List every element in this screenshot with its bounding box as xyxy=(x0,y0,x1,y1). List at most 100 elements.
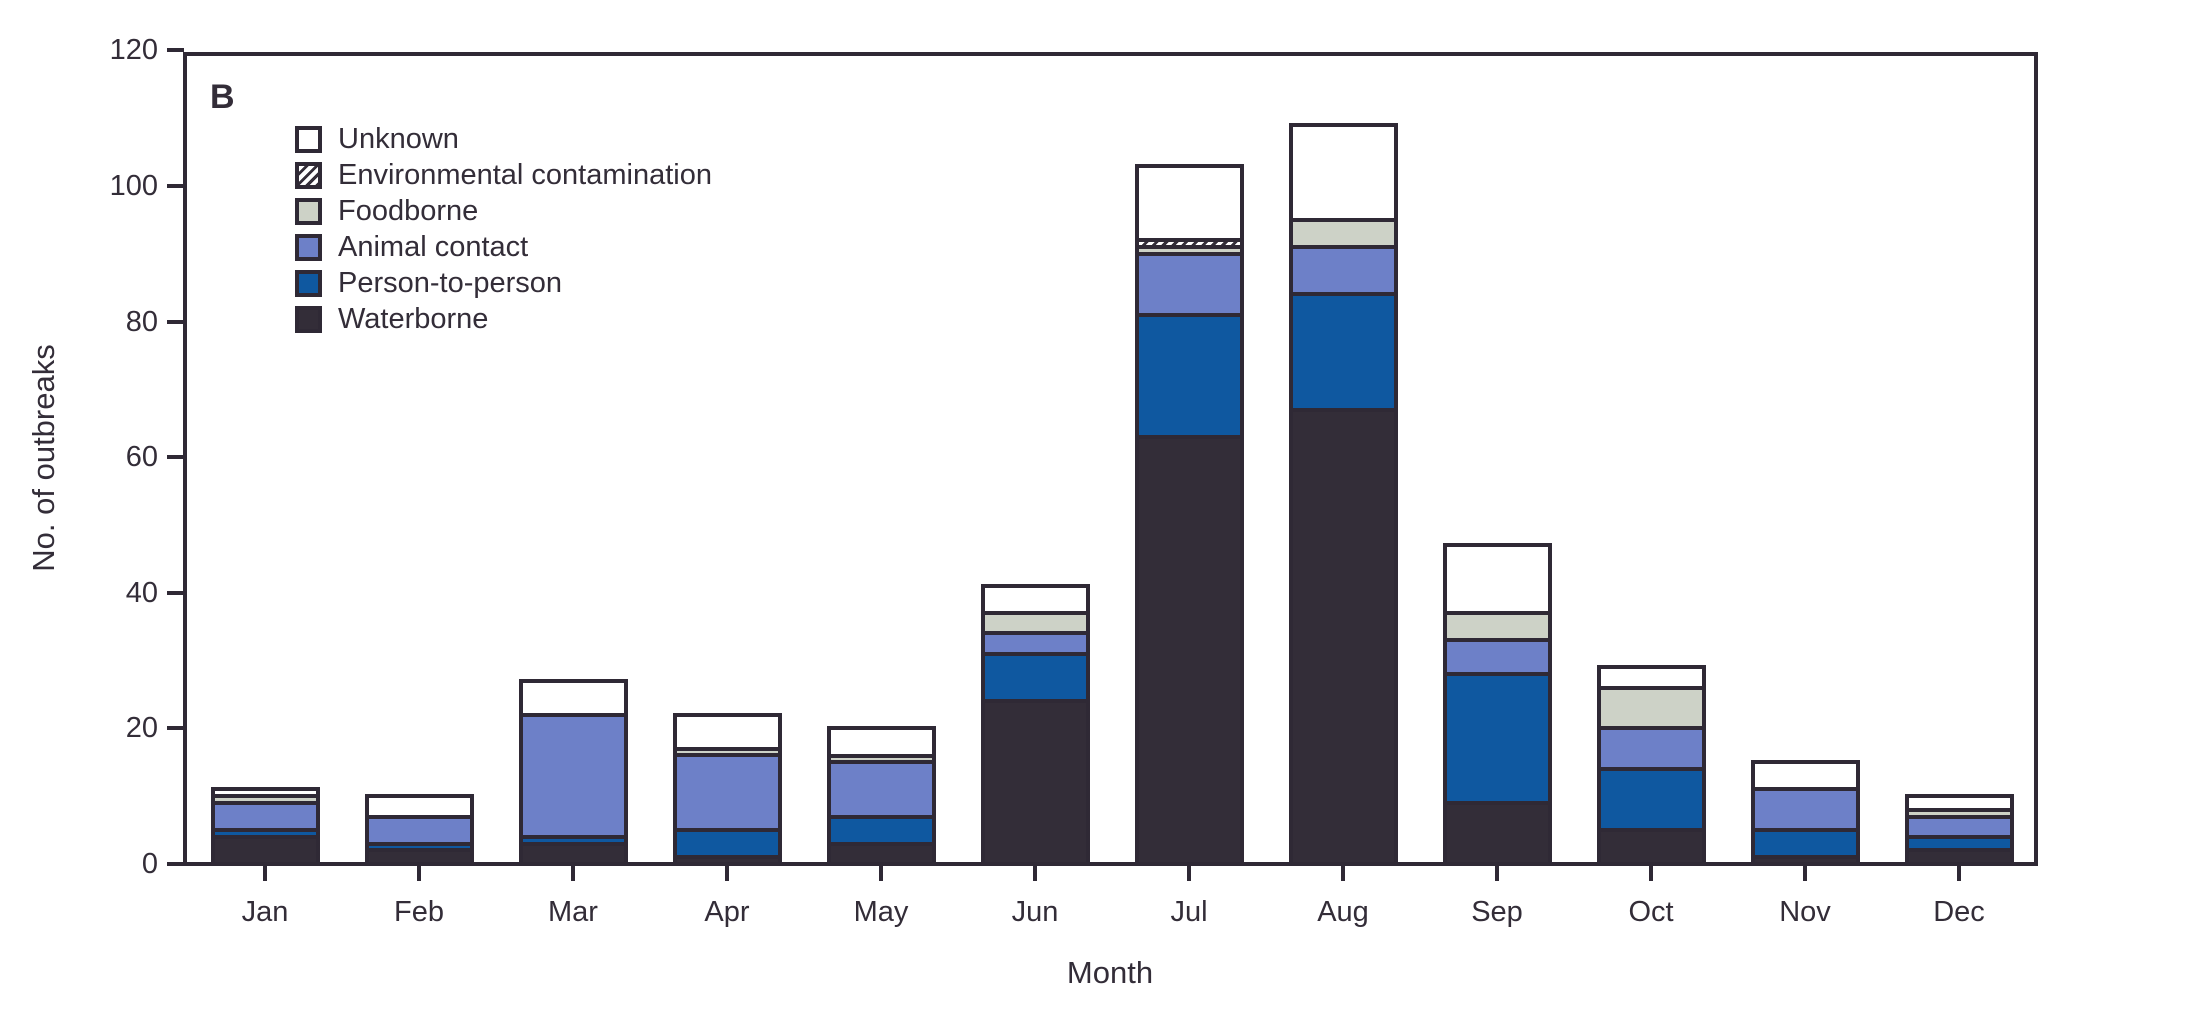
month-label-feb: Feb xyxy=(394,896,444,928)
bar-apr-seg-foodborne xyxy=(674,748,780,756)
bar-sep-seg-animal-contact xyxy=(1444,640,1550,675)
legend-swatch-person-to-person xyxy=(295,270,322,297)
y-tick-20 xyxy=(167,726,184,731)
bar-aug-seg-waterborne xyxy=(1290,409,1396,864)
bar-nov-seg-animal-contact xyxy=(1752,789,1858,831)
legend-label-person-to-person: Person-to-person xyxy=(338,267,563,299)
bar-sep-seg-waterborne xyxy=(1444,802,1550,864)
x-tick-jun xyxy=(1033,866,1037,881)
bar-jul-seg-unknown xyxy=(1136,165,1242,241)
month-label-jul: Jul xyxy=(1170,896,1208,928)
y-tick-100 xyxy=(167,184,184,188)
bar-jul-seg-environmental-contamination xyxy=(1136,240,1242,247)
legend-swatch-environmental-contamination xyxy=(295,162,322,189)
bar-oct xyxy=(1598,667,1704,864)
bar-apr-seg-animal-contact xyxy=(674,755,780,831)
y-tick-label-20: 20 xyxy=(125,712,158,745)
plot-area xyxy=(183,52,2038,866)
bar-dec-seg-waterborne xyxy=(1906,850,2012,864)
bar-jun-seg-animal-contact xyxy=(982,633,1088,654)
month-label-jun: Jun xyxy=(1011,896,1059,928)
x-tick-nov xyxy=(1803,866,1807,881)
bar-nov-seg-unknown xyxy=(1752,762,1858,790)
legend-row-waterborne: Waterborne xyxy=(295,303,712,335)
bar-sep xyxy=(1444,545,1550,864)
y-tick-120 xyxy=(167,48,184,53)
bar-apr-seg-person-to-person xyxy=(674,830,780,858)
bar-oct-seg-unknown xyxy=(1598,667,1704,688)
bar-aug-seg-animal-contact xyxy=(1290,246,1396,295)
bar-apr-seg-waterborne xyxy=(674,857,780,864)
bar-jul-seg-foodborne xyxy=(1136,247,1242,254)
bar-jan-seg-foodborne xyxy=(212,796,318,803)
legend-swatch-animal-contact xyxy=(295,234,322,261)
bar-dec-seg-foodborne xyxy=(1906,809,2012,817)
bar-jun xyxy=(982,586,1088,864)
bar-oct-seg-person-to-person xyxy=(1598,769,1704,831)
legend-label-waterborne: Waterborne xyxy=(338,303,489,335)
bar-jun-seg-waterborne xyxy=(982,701,1088,864)
y-tick-label-60: 60 xyxy=(125,441,158,474)
bar-sep-seg-unknown xyxy=(1444,545,1550,614)
x-tick-sep xyxy=(1495,866,1499,881)
bar-aug-seg-unknown xyxy=(1290,124,1396,220)
bar-oct-seg-waterborne xyxy=(1598,830,1704,864)
bar-dec-seg-unknown xyxy=(1906,796,2012,810)
bar-mar-seg-animal-contact xyxy=(520,714,626,837)
bar-nov xyxy=(1752,762,1858,864)
bar-mar-seg-waterborne xyxy=(520,843,626,864)
month-label-apr: Apr xyxy=(704,896,750,928)
bar-mar-seg-person-to-person xyxy=(520,836,626,844)
bar-feb-seg-waterborne xyxy=(366,850,472,864)
legend-swatch-foodborne xyxy=(295,198,322,225)
bar-oct-seg-animal-contact xyxy=(1598,728,1704,770)
bar-aug-seg-person-to-person xyxy=(1290,294,1396,410)
legend-row-environmental-contamination: Environmental contamination xyxy=(295,159,712,191)
bar-apr-seg-unknown xyxy=(674,714,780,749)
bar-jun-seg-foodborne xyxy=(982,613,1088,634)
bar-jun-seg-person-to-person xyxy=(982,653,1088,702)
y-tick-label-40: 40 xyxy=(125,576,158,609)
legend-row-animal-contact: Animal contact xyxy=(295,231,712,263)
month-label-may: May xyxy=(853,896,909,928)
month-label-jan: Jan xyxy=(241,896,289,928)
bar-sep-seg-person-to-person xyxy=(1444,674,1550,803)
bar-may xyxy=(828,728,934,864)
legend-row-unknown: Unknown xyxy=(295,123,712,155)
x-tick-oct xyxy=(1649,866,1653,881)
y-tick-label-120: 120 xyxy=(109,34,158,67)
bar-sep-seg-foodborne xyxy=(1444,613,1550,641)
legend-label-animal-contact: Animal contact xyxy=(338,231,529,263)
y-tick-40 xyxy=(167,590,184,595)
bar-jun-seg-unknown xyxy=(982,586,1088,614)
bar-aug-seg-foodborne xyxy=(1290,219,1396,247)
month-label-sep: Sep xyxy=(1471,896,1523,928)
bar-dec xyxy=(1906,796,2012,864)
y-tick-0 xyxy=(167,862,184,866)
bar-jan-seg-animal-contact xyxy=(212,802,318,831)
bar-jul-seg-waterborne xyxy=(1136,436,1242,864)
legend-label-foodborne: Foodborne xyxy=(338,195,479,227)
bar-nov-seg-person-to-person xyxy=(1752,830,1858,858)
month-label-nov: Nov xyxy=(1779,896,1831,928)
y-tick-60 xyxy=(167,455,184,460)
bar-feb-seg-animal-contact xyxy=(366,816,472,844)
bar-may-seg-animal-contact xyxy=(828,762,934,817)
bar-dec-seg-animal-contact xyxy=(1906,816,2012,837)
month-label-mar: Mar xyxy=(548,896,598,928)
x-tick-may xyxy=(879,866,883,881)
bar-apr xyxy=(674,714,780,864)
bar-aug xyxy=(1290,124,1396,864)
bar-nov-seg-waterborne xyxy=(1752,857,1858,864)
legend-swatch-waterborne xyxy=(295,306,322,333)
bar-oct-seg-foodborne xyxy=(1598,687,1704,729)
legend-swatch-unknown xyxy=(295,126,322,153)
bar-may-seg-foodborne xyxy=(828,755,934,763)
x-tick-apr xyxy=(725,866,729,881)
x-tick-mar xyxy=(571,866,575,881)
bar-may-seg-waterborne xyxy=(828,843,934,864)
y-tick-80 xyxy=(167,319,184,324)
month-label-dec: Dec xyxy=(1933,896,1985,928)
y-tick-label-80: 80 xyxy=(125,305,158,338)
